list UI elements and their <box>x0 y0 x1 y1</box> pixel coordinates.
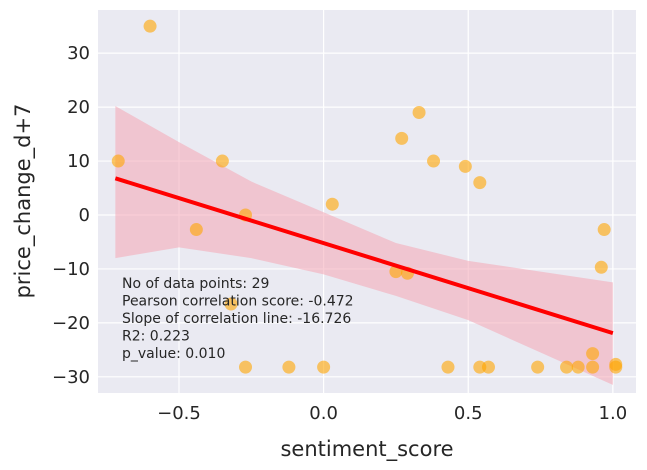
x-axis-label: sentiment_score <box>280 437 453 462</box>
x-tick-label: 0.5 <box>454 403 483 424</box>
stat-line: p_value: 0.010 <box>122 346 225 362</box>
data-point <box>111 154 125 168</box>
data-point <box>427 154 441 168</box>
data-point <box>441 360 455 374</box>
data-point <box>481 360 495 374</box>
data-point <box>224 297 238 311</box>
stat-line: Pearson correlation score: -0.472 <box>122 294 354 310</box>
data-point <box>282 360 296 374</box>
y-tick-label: 10 <box>67 151 90 172</box>
data-point <box>412 105 426 119</box>
x-tick-label: −0.5 <box>157 403 201 424</box>
data-points <box>111 19 623 374</box>
stat-line: R2: 0.223 <box>122 329 190 345</box>
data-point <box>594 260 608 274</box>
stats-annotation: No of data points: 29 Pearson correlation… <box>122 276 354 362</box>
y-tick-label: −30 <box>52 367 90 388</box>
data-point <box>395 131 409 145</box>
data-point <box>560 360 574 374</box>
y-tick-label: −20 <box>52 313 90 334</box>
y-tick-label: −10 <box>52 259 90 280</box>
data-point <box>317 360 331 374</box>
y-tick-label: 30 <box>67 43 90 64</box>
stat-line: No of data points: 29 <box>122 276 269 292</box>
data-point <box>586 347 600 361</box>
regression-line <box>114 176 614 336</box>
data-point <box>531 360 545 374</box>
y-tick-label: 20 <box>67 97 90 118</box>
y-tick-label: 0 <box>79 205 90 226</box>
confidence-band <box>115 106 613 385</box>
data-point <box>189 223 203 237</box>
x-tick-labels: −0.5 0.0 0.5 1.0 <box>157 403 627 424</box>
stat-line: Slope of correlation line: -16.726 <box>122 311 351 327</box>
data-point <box>215 154 229 168</box>
data-point <box>325 197 339 211</box>
data-point <box>239 360 253 374</box>
x-tick-label: 1.0 <box>599 403 628 424</box>
data-point <box>473 176 487 190</box>
data-point <box>571 360 585 374</box>
data-point <box>458 159 472 173</box>
data-point <box>586 360 600 374</box>
data-point <box>609 360 623 374</box>
y-tick-labels: −30 −20 −10 0 10 20 30 <box>52 43 90 388</box>
data-point <box>597 223 611 237</box>
y-axis-label: price_change_d+7 <box>11 104 36 299</box>
data-point <box>143 19 157 33</box>
x-tick-label: 0.0 <box>309 403 338 424</box>
